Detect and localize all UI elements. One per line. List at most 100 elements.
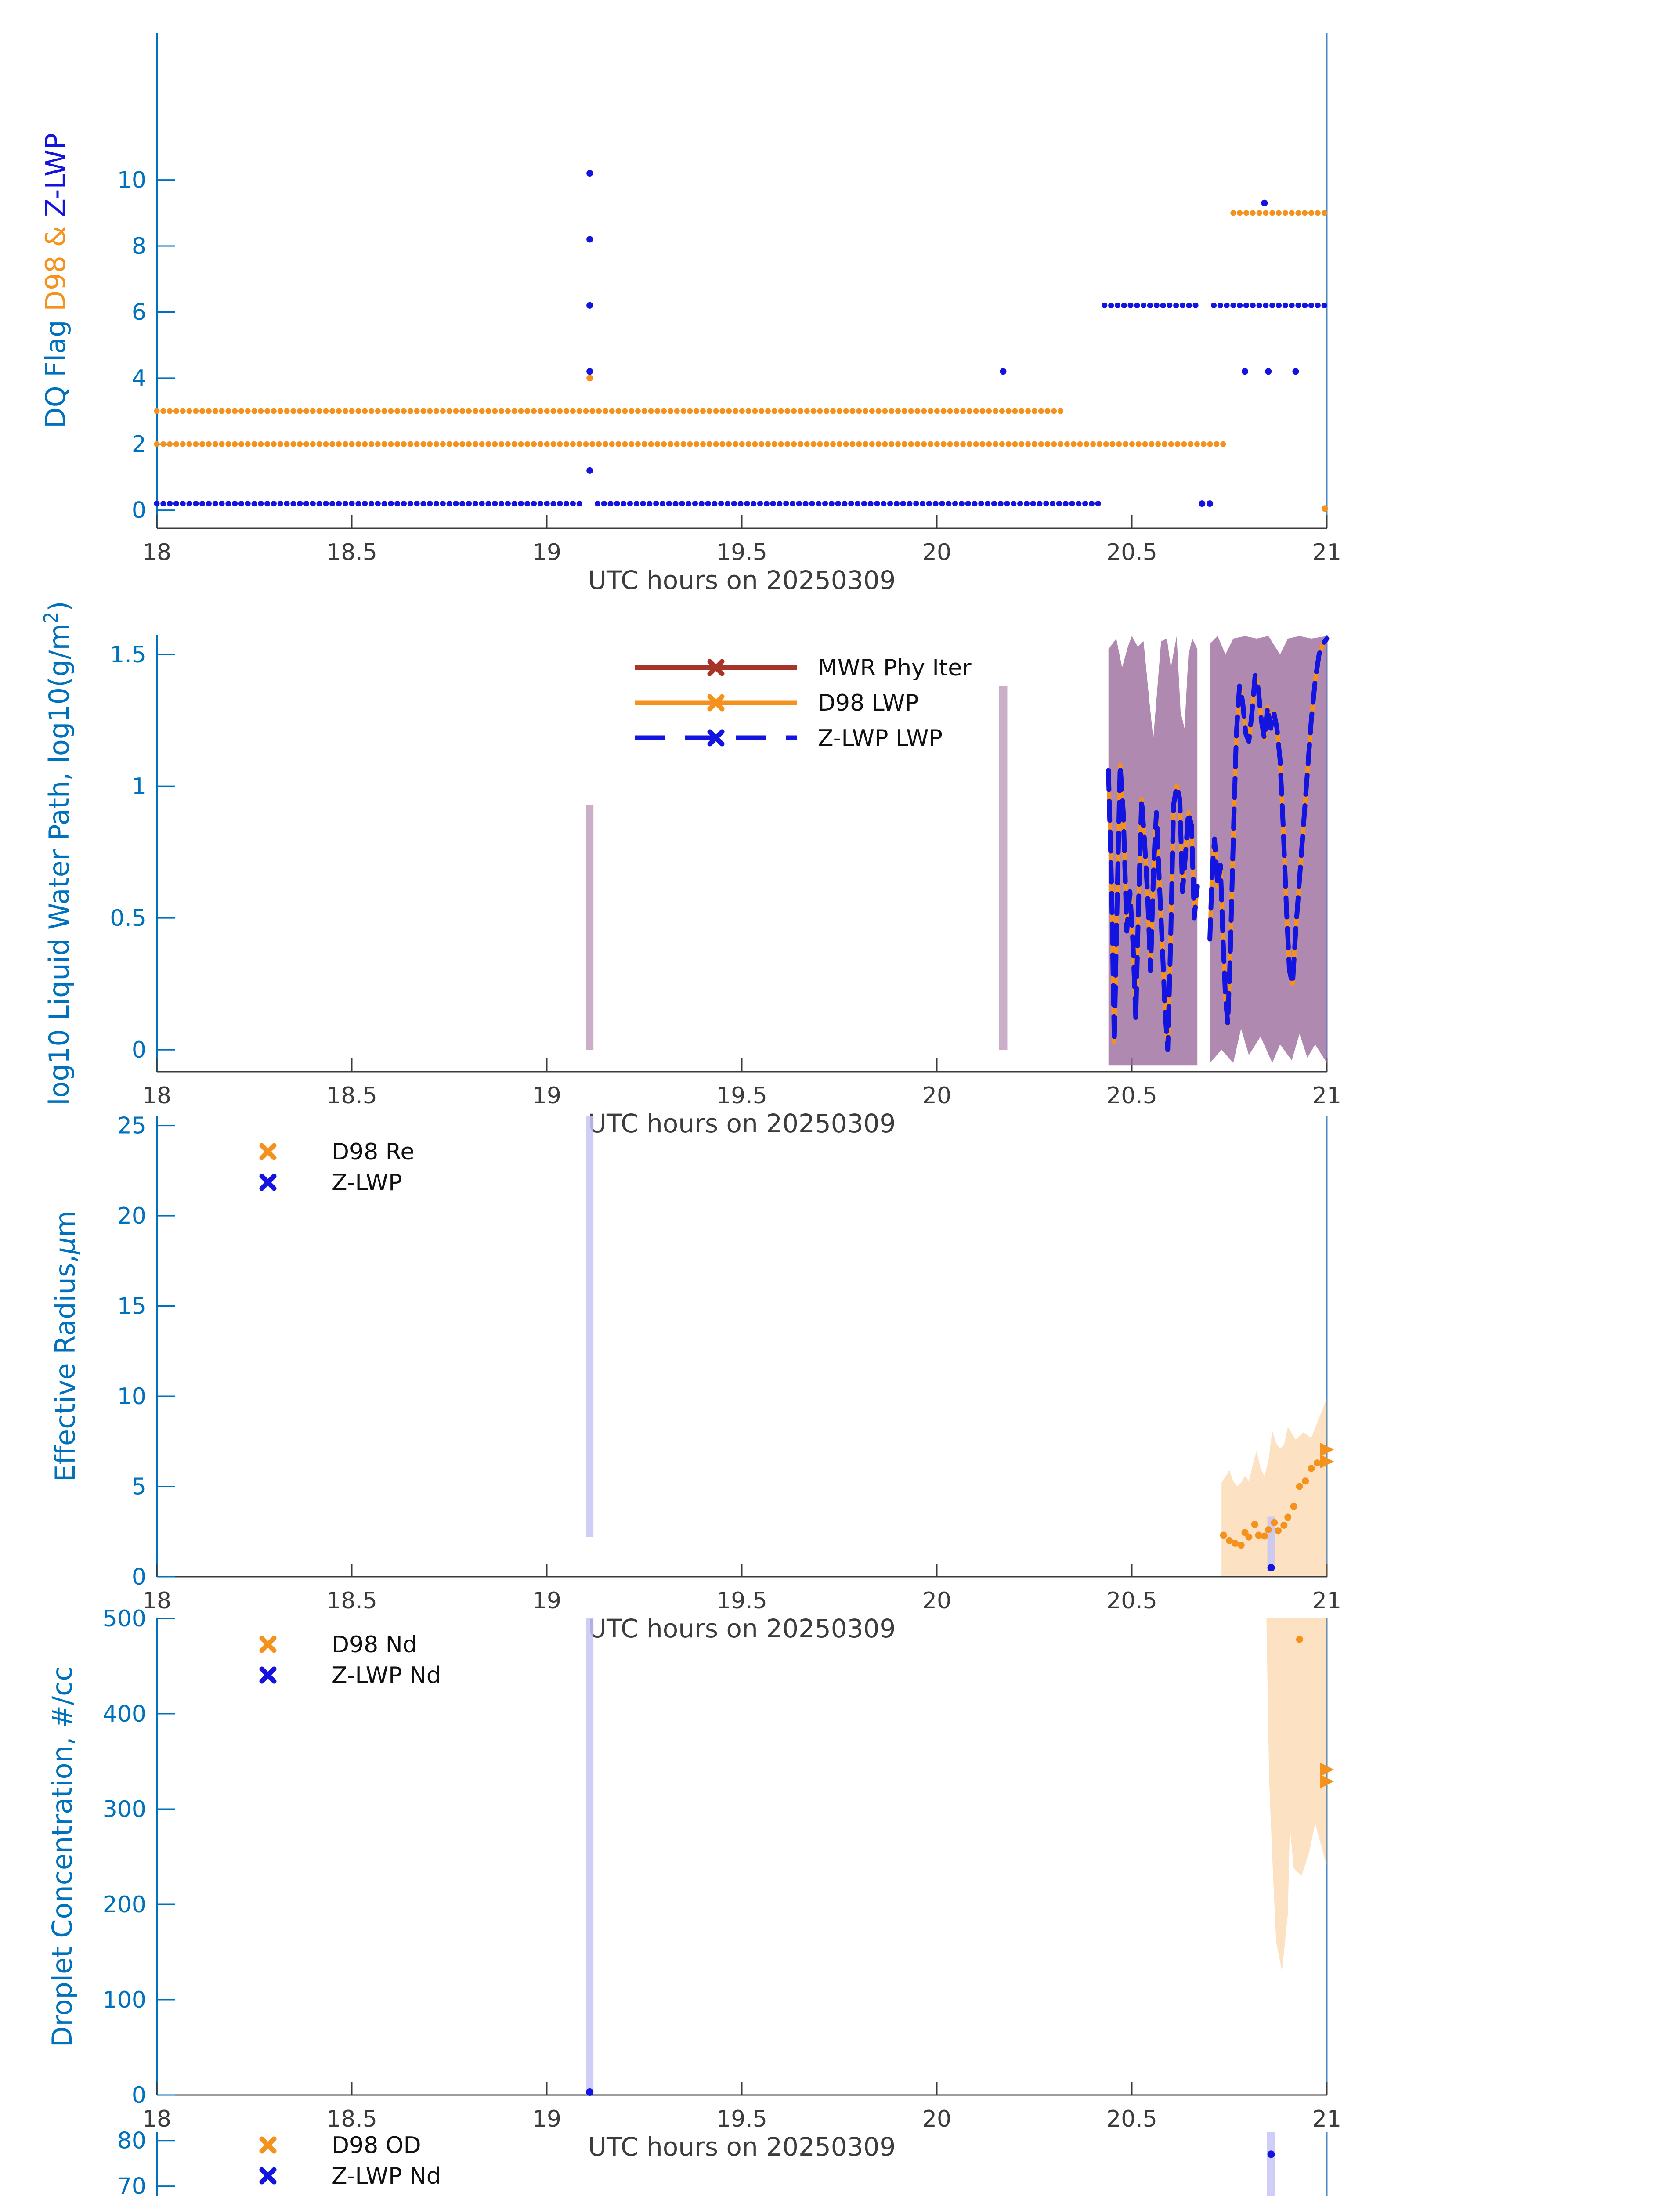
dq-dot — [453, 408, 459, 414]
x-tick-label: 19.5 — [716, 1588, 767, 1614]
dq-dot — [889, 441, 895, 447]
dq-dot — [479, 408, 485, 414]
dq-dot — [654, 441, 661, 447]
x-tick-label: 19 — [532, 1083, 561, 1109]
flag-bar — [999, 686, 1008, 1050]
dq-dot — [531, 441, 537, 447]
dq-dot — [778, 408, 784, 414]
dq-dot — [544, 408, 550, 414]
dq-dot — [869, 441, 875, 447]
series-end-marker — [1320, 1763, 1334, 1777]
y-tick-label: 0 — [132, 498, 146, 524]
dq-dot — [160, 501, 166, 507]
dq-dot — [544, 441, 550, 447]
flag-point — [1261, 199, 1268, 206]
dq-dot — [186, 408, 192, 414]
dq-dot — [706, 441, 712, 447]
dq-dot — [674, 441, 680, 447]
dq-dot — [986, 441, 992, 447]
dq-dot — [817, 441, 823, 447]
legend-label: Z-LWP Nd — [332, 1662, 441, 1689]
dq-dot — [232, 441, 238, 447]
dq-dot — [633, 501, 639, 507]
dq-dot — [615, 441, 621, 447]
dq-dot — [212, 408, 218, 414]
dq-dot — [791, 408, 797, 414]
dq-dot — [791, 441, 797, 447]
dq-dot — [614, 501, 620, 507]
series-end-marker — [1320, 1442, 1334, 1457]
dq-dot — [466, 501, 472, 507]
d98-dot — [1232, 1539, 1239, 1547]
y-tick-label: 500 — [103, 1606, 146, 1632]
dq-dot — [647, 501, 653, 507]
y-tick-label: 80 — [117, 2128, 146, 2154]
dq-dot — [1302, 210, 1308, 216]
dq-dot — [1058, 408, 1064, 414]
dq-dot — [531, 501, 537, 507]
dq-dot — [907, 501, 913, 507]
dq-dot — [895, 441, 901, 447]
dq-dot — [836, 441, 842, 447]
dq-dot — [1038, 408, 1044, 414]
dq-dot — [290, 408, 296, 414]
dq-dot — [557, 441, 563, 447]
dq-dot — [822, 501, 828, 507]
zlwp-lwp-line — [1106, 762, 1200, 1052]
dq-dot — [576, 408, 582, 414]
dq-dot — [219, 408, 225, 414]
x-tick-label: 19 — [532, 539, 561, 566]
dq-dot — [629, 441, 635, 447]
dq-dot — [855, 501, 861, 507]
dq-dot — [934, 408, 940, 414]
dq-dot — [297, 441, 303, 447]
y-tick-label: 300 — [103, 1796, 146, 1823]
dq-dot — [1056, 501, 1062, 507]
dq-dot — [830, 441, 836, 447]
x-tick-label: 20.5 — [1106, 539, 1157, 566]
zlwp-point — [586, 2088, 594, 2096]
dq-dot — [564, 408, 570, 414]
dq-dot — [1168, 441, 1174, 447]
legend-label: Z-LWP — [332, 1170, 402, 1196]
dq-dot — [407, 441, 413, 447]
y-tick-label: 400 — [103, 1701, 146, 1727]
dq-dot — [427, 408, 433, 414]
x-tick-label: 18.5 — [326, 1083, 377, 1109]
dq-dot — [511, 501, 517, 507]
dq-dot — [694, 441, 700, 447]
dq-dot — [355, 441, 361, 447]
dq-dot — [849, 408, 856, 414]
zlwp-point — [1267, 1564, 1275, 1571]
y-tick-label: 200 — [103, 1892, 146, 1918]
y-tick-label: 6 — [132, 299, 146, 325]
dq-dot — [1276, 210, 1282, 216]
dq-dot — [893, 501, 900, 507]
dq-dot — [368, 408, 374, 414]
dq-dot — [375, 408, 381, 414]
dq-dot — [842, 501, 848, 507]
flag-point — [1199, 500, 1206, 507]
dq-dot — [1051, 441, 1057, 447]
dq-dot — [745, 441, 751, 447]
dq-dot — [375, 501, 381, 507]
legend: MWR Phy Iter D98 LWP Z-LWP LWP — [635, 655, 972, 751]
flag-point — [1265, 368, 1272, 375]
dq-dot — [752, 441, 758, 447]
dq-dot — [797, 441, 803, 447]
dq-dot — [1011, 501, 1017, 507]
legend-label: D98 LWP — [818, 690, 919, 716]
dq-dot — [277, 501, 283, 507]
dq-dot — [1030, 501, 1036, 507]
dq-dot — [1321, 210, 1327, 216]
dq-dot — [485, 441, 491, 447]
dq-dot — [570, 501, 576, 507]
series-end-marker — [1320, 1454, 1334, 1469]
dq-dot — [921, 441, 927, 447]
dq-dot — [440, 501, 446, 507]
dq-dot — [1044, 408, 1051, 414]
dq-dot — [1050, 501, 1056, 507]
dq-dot — [601, 501, 607, 507]
dq-dot — [186, 501, 192, 507]
legend-x-marker — [707, 659, 725, 676]
